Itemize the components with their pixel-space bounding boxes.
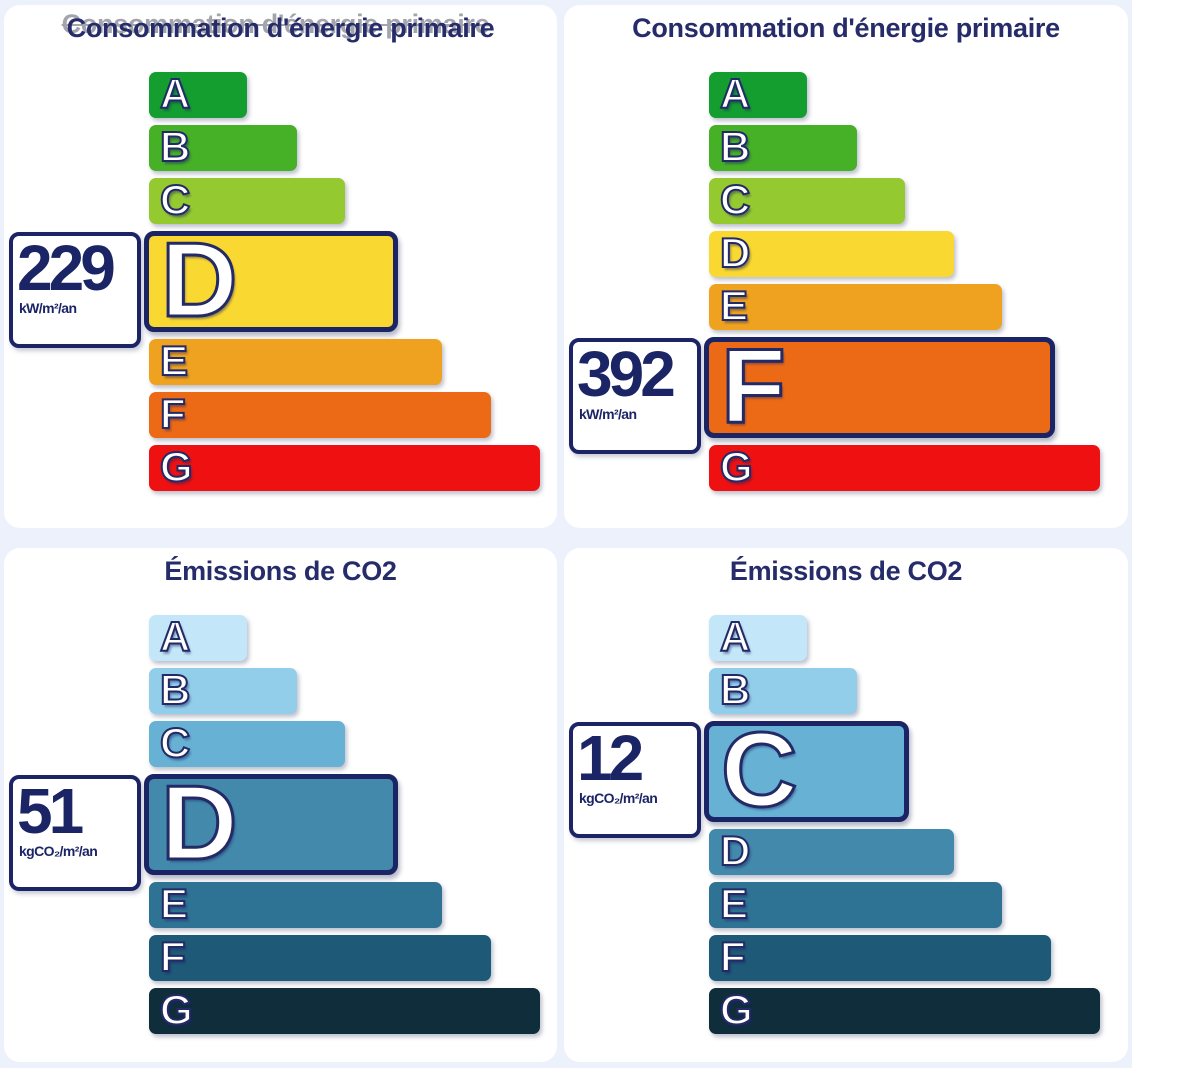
grade-bar-a: A — [709, 615, 807, 661]
grade-letter-a: A — [159, 613, 191, 661]
grade-bar-f: F — [149, 392, 491, 438]
rating-value: 12 — [577, 722, 644, 794]
panel-title: Émissions de CO2 — [729, 556, 963, 586]
grade-bar-f: F — [149, 935, 491, 981]
grade-letter-g: G — [159, 986, 194, 1034]
grade-letter-b: B — [719, 123, 751, 171]
panel-title: Émissions de CO2 — [164, 556, 397, 586]
grade-letter-e: E — [159, 337, 189, 385]
panel-title: Consommation d'énergie primaire — [632, 13, 1060, 43]
grade-bar-c: C — [709, 178, 905, 224]
grade-letter-e: E — [159, 880, 189, 928]
grade-bar-g: G — [709, 988, 1100, 1034]
grade-bar-a: A — [149, 72, 247, 118]
grade-letter-f: F — [719, 933, 747, 981]
grade-bar-b: B — [709, 668, 857, 714]
rating-value-box: 12 kgCO₂/m²/an — [569, 722, 701, 838]
grade-bar-a: A — [149, 615, 247, 661]
grade-bar-b: B — [709, 125, 857, 171]
grade-bar-f-selected: F — [704, 331, 1055, 440]
grade-letter-a: A — [159, 70, 191, 118]
grade-letter-d: D — [160, 763, 240, 882]
grade-letter-f: F — [159, 933, 187, 981]
grade-bar-g: G — [149, 988, 540, 1034]
rating-unit: kW/m²/an — [579, 405, 637, 422]
grade-bar-a: A — [709, 72, 807, 118]
grade-letter-c: C — [159, 176, 191, 224]
grade-letter-g: G — [159, 443, 194, 491]
grade-bar-c: C — [149, 178, 345, 224]
grade-letter-d: D — [719, 229, 751, 277]
rating-unit: kW/m²/an — [19, 299, 77, 316]
grade-bar-c: C — [149, 721, 345, 767]
grade-letter-f: F — [720, 326, 788, 445]
grade-letter-c: C — [720, 710, 800, 829]
grade-letter-c: C — [159, 719, 191, 767]
grade-bar-e: E — [149, 339, 442, 385]
grade-letter-g: G — [719, 443, 754, 491]
grade-bar-b: B — [149, 668, 297, 714]
rating-value: 51 — [17, 775, 84, 847]
dpe-panels-grid: Consommation d'énergie primaire Consomma… — [0, 0, 1132, 1068]
grade-bar-c-selected: C — [704, 715, 909, 824]
grade-letter-f: F — [159, 390, 187, 438]
panel-energy-consumption-right: Consommation d'énergie primaire 392 kW/m… — [564, 5, 1128, 528]
grade-letter-d: D — [160, 220, 240, 339]
grade-bar-e: E — [709, 882, 1002, 928]
grade-bar-d-selected: D — [144, 768, 398, 877]
grade-letter-g: G — [719, 986, 754, 1034]
grade-bar-d: D — [709, 231, 954, 277]
grade-letter-b: B — [159, 666, 191, 714]
grade-bar-f: F — [709, 935, 1051, 981]
grade-letter-a: A — [719, 70, 751, 118]
rating-value-box: 392 kW/m²/an — [569, 338, 701, 454]
grade-letter-a: A — [719, 613, 751, 661]
grade-bar-e: E — [709, 284, 1002, 330]
rating-value-box: 229 kW/m²/an — [9, 232, 141, 348]
rating-value-box: 51 kgCO₂/m²/an — [9, 775, 141, 891]
grade-bar-e: E — [149, 882, 442, 928]
grade-letter-c: C — [719, 176, 751, 224]
panel-energy-consumption-left: Consommation d'énergie primaire Consomma… — [4, 5, 557, 528]
grade-letter-d: D — [719, 827, 751, 875]
panel-title: Consommation d'énergie primaire — [66, 13, 495, 43]
grade-letter-b: B — [159, 123, 191, 171]
grade-bar-g: G — [149, 445, 540, 491]
rating-unit: kgCO₂/m²/an — [19, 842, 98, 859]
grade-letter-b: B — [719, 666, 751, 714]
rating-value: 229 — [17, 232, 116, 304]
rating-unit: kgCO₂/m²/an — [579, 789, 658, 806]
grade-letter-e: E — [719, 880, 749, 928]
grade-bar-g: G — [709, 445, 1100, 491]
grade-bar-b: B — [149, 125, 297, 171]
grade-letter-e: E — [719, 282, 749, 330]
rating-value: 392 — [577, 338, 676, 410]
grade-bar-d: D — [709, 829, 954, 875]
grade-bar-d-selected: D — [144, 225, 398, 334]
